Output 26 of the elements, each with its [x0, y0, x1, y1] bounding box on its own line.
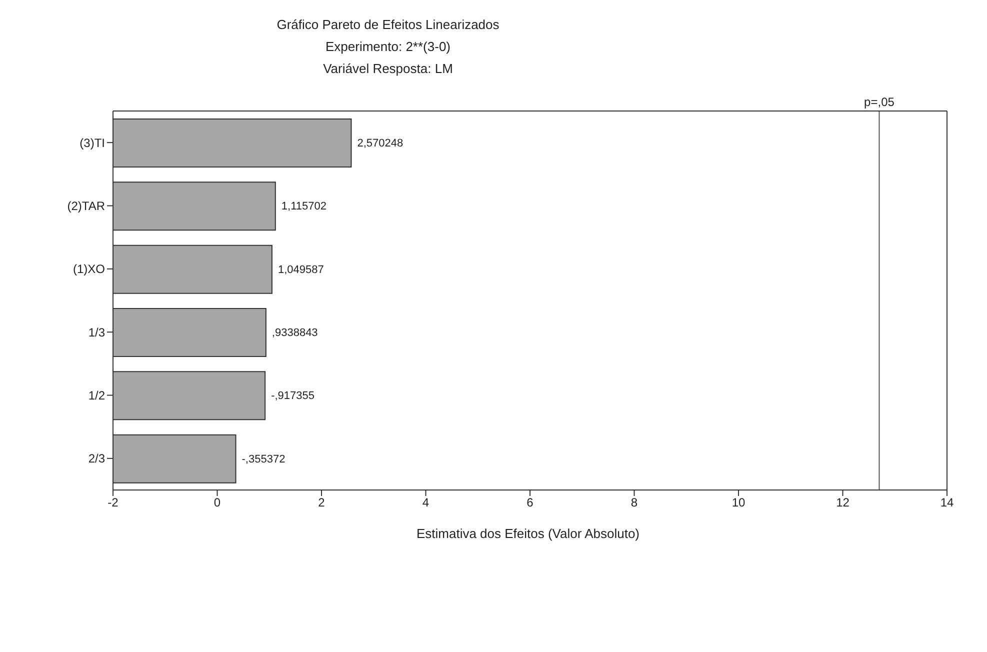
y-tick-label: 1/3 [88, 325, 106, 340]
chart-subtitle: Experimento: 2**(3-0) [324, 38, 452, 56]
text: Variável Resposta: LM [322, 60, 454, 78]
x-tick-label: 14 [940, 496, 954, 510]
x-tick-label: 2 [318, 496, 326, 510]
x-tick-label: 8 [630, 496, 638, 510]
annotation: 2,570248 [357, 137, 404, 150]
y-tick-label: 1/2 [88, 388, 106, 403]
x-tick-label: 6 [526, 496, 534, 510]
y-tick-label: (1)XO [72, 262, 105, 276]
ref-line-label: p=,05 [864, 95, 895, 109]
y-tick-label: (2)TAR [67, 199, 106, 214]
y-tick-label: 2/3 [88, 452, 106, 466]
x-tick-label: 4 [422, 496, 430, 510]
chart-title: Gráfico Pareto de Efeitos Linearizados [276, 16, 500, 34]
x-tick-label: 0 [214, 496, 221, 510]
annotation: -,355372 [242, 453, 286, 466]
x-axis-title: Estimativa dos Efeitos (Valor Absoluto) [415, 526, 641, 541]
x-tick-label: 10 [732, 496, 746, 510]
annotation: 1,049587 [278, 264, 324, 276]
annotation: 1,115702 [281, 200, 326, 213]
x-tick-label: 12 [836, 496, 850, 510]
annotation: ,9338843 [272, 326, 318, 339]
y-tick-label: (3)TI [80, 136, 105, 150]
annotation: -,917355 [271, 390, 315, 402]
x-tick-label: -2 [108, 496, 119, 510]
